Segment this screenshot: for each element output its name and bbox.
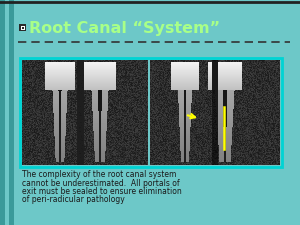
Bar: [20, 25, 25, 29]
Text: Root Canal “System”: Root Canal “System”: [29, 20, 220, 36]
Bar: [9, 0, 14, 225]
Bar: [14, 0, 18, 225]
Bar: [22, 27, 23, 29]
Text: The complexity of the root canal system: The complexity of the root canal system: [22, 170, 176, 179]
Text: exit must be sealed to ensure elimination: exit must be sealed to ensure eliminatio…: [22, 187, 182, 196]
Bar: [20, 58, 282, 167]
Bar: [5, 0, 9, 225]
Bar: [0, 0, 5, 225]
Bar: [19, 24, 26, 31]
Text: of peri-radicular pathology: of peri-radicular pathology: [22, 196, 125, 205]
Text: cannot be underestimated.  All portals of: cannot be underestimated. All portals of: [22, 178, 180, 187]
